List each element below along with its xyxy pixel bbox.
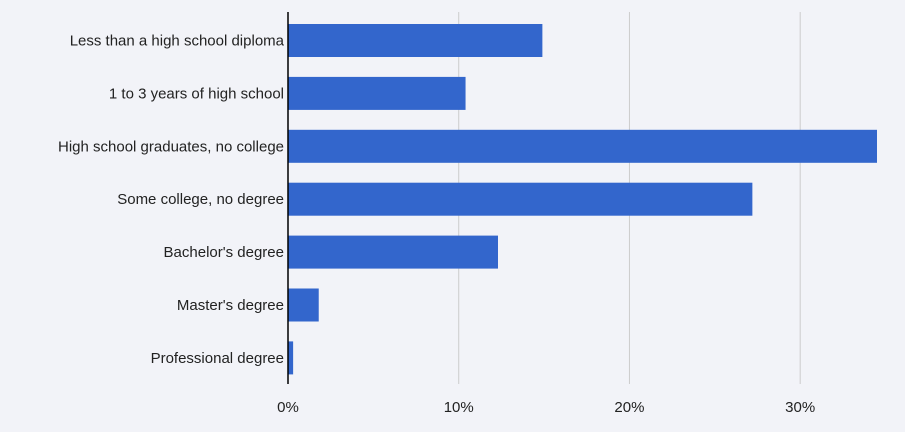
bar[interactable]	[288, 129, 877, 163]
bar[interactable]	[288, 76, 466, 110]
category-label: Bachelor's degree	[164, 244, 284, 261]
category-label: Professional degree	[151, 350, 284, 367]
bar[interactable]	[288, 24, 543, 57]
category-label: Some college, no degree	[117, 191, 284, 208]
category-label: Master's degree	[177, 297, 284, 314]
bar[interactable]	[288, 235, 498, 269]
category-label: High school graduates, no college	[58, 138, 284, 155]
bar[interactable]	[288, 341, 294, 375]
x-tick-label: 10%	[444, 399, 474, 416]
x-tick-label: 30%	[785, 399, 815, 416]
bar[interactable]	[288, 182, 753, 216]
x-tick-label: 20%	[614, 399, 644, 416]
x-tick-label: 0%	[277, 399, 299, 416]
category-label: Less than a high school diploma	[70, 33, 285, 50]
category-label: 1 to 3 years of high school	[109, 85, 284, 102]
bar[interactable]	[288, 288, 319, 322]
